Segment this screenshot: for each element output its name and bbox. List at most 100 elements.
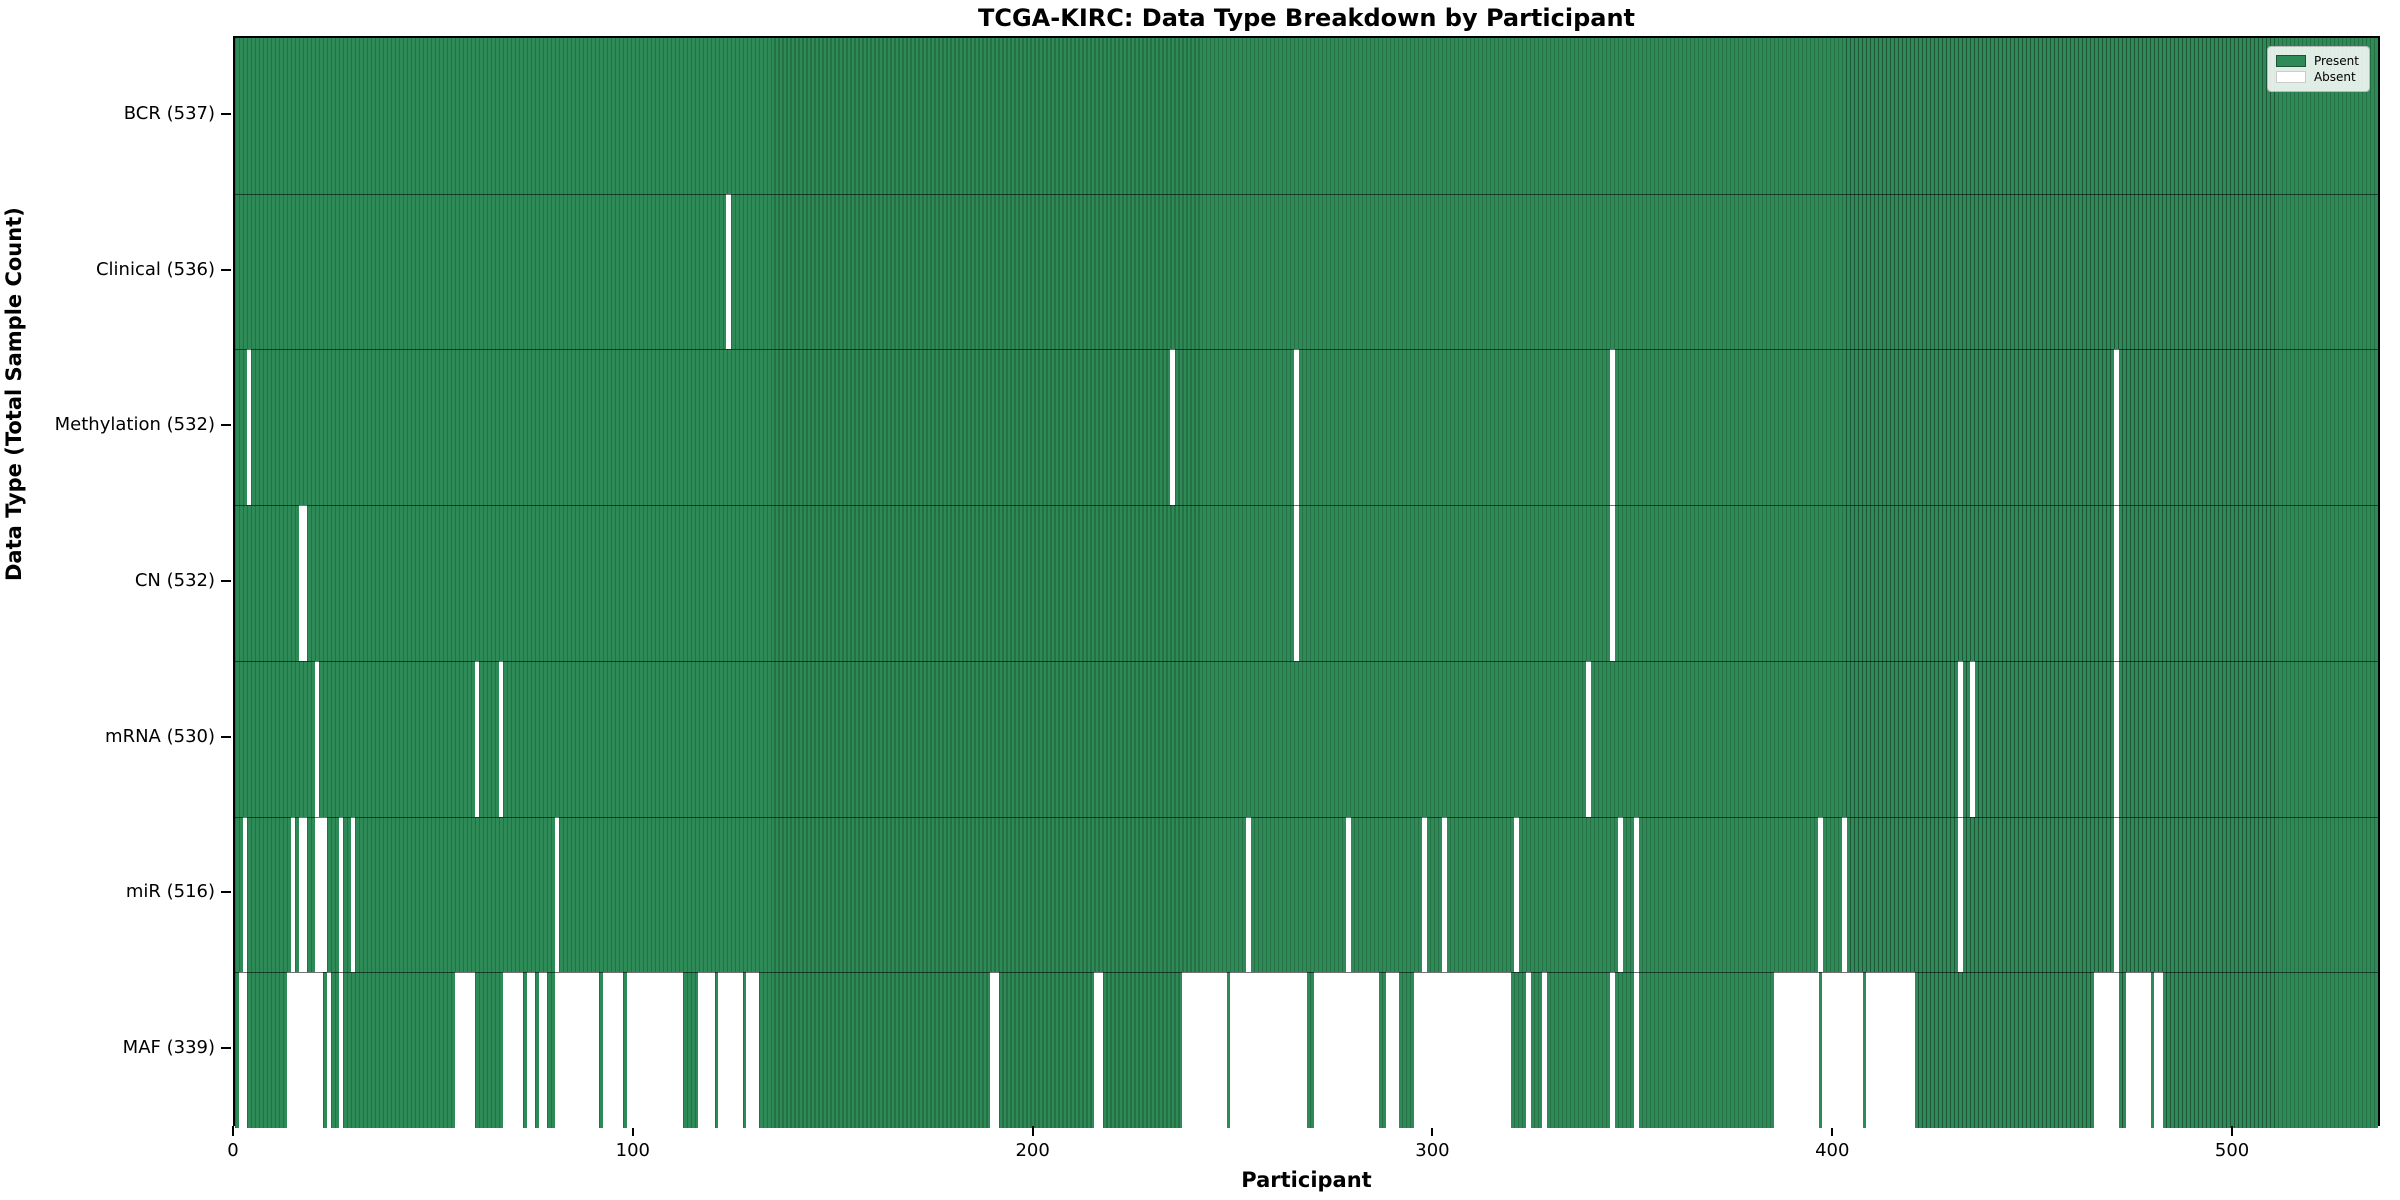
x-tick-200 [1031,1126,1034,1136]
absent-stripe-miR-297 [1422,816,1427,973]
row-separator [235,816,2378,818]
absent-stripe-MAF-270 [1314,972,1379,1128]
present-swatch [2275,55,2306,67]
x-tick-label-500: 500 [2214,1140,2250,1161]
row-MAF [235,972,2378,1128]
row-CN [235,505,2378,661]
absent-stripe-MAF-55 [454,972,476,1128]
absent-stripe-MAF-350 [1634,972,1639,1128]
absent-stripe-miR-396 [1817,816,1823,973]
absent-stripe-MAF-76 [538,972,548,1128]
absent-stripe-mRNA-434 [1969,660,1975,817]
absent-stripe-MAF-323 [1526,972,1531,1128]
x-tick-label-200: 200 [1015,1140,1050,1161]
y-tick-label-MAF: MAF (339) [122,1037,215,1059]
x-tick-label-300: 300 [1415,1140,1450,1161]
absent-stripe-MAF-23 [326,972,332,1128]
plot-area: Present Absent [233,36,2380,1128]
y-tick-BCR [221,112,231,115]
absent-stripe-MAF-189 [990,972,1000,1128]
y-tick-label-mRNA: mRNA (530) [105,725,215,747]
y-tick-Clinical [221,268,231,271]
row-BCR [235,38,2378,194]
row-separator [235,972,2378,974]
x-tick-label-100: 100 [615,1140,650,1161]
absent-stripe-miR-29 [350,816,356,973]
absent-stripe-Methylation-470 [2113,349,2119,506]
absent-stripe-miR-80 [554,816,560,973]
absent-stripe-MAF-397 [1821,972,1863,1128]
x-tick-500 [2231,1126,2234,1136]
absent-stripe-MAF-13 [286,972,324,1128]
x-tick-label-400: 400 [1815,1140,1850,1161]
absent-stripe-miR-20 [314,816,328,973]
absent-stripe-miR-26 [338,816,344,973]
absent-stripe-MAF-98 [626,972,684,1128]
absent-stripe-mRNA-338 [1586,660,1591,817]
y-tick-miR [221,891,231,894]
absent-stripe-MAF-121 [718,972,744,1128]
absent-stripe-MAF-92 [602,972,624,1128]
absent-stripe-MAF-344 [1610,972,1615,1128]
absent-stripe-Methylation-344 [1610,349,1615,506]
y-tick-CN [221,580,231,582]
absent-stripe-miR-278 [1346,816,1351,973]
absent-stripe-MAF-327 [1542,972,1547,1128]
chart-title: TCGA-KIRC: Data Type Breakdown by Partic… [978,4,1635,32]
y-tick-label-Clinical: Clinical (536) [95,258,215,280]
absent-swatch [2275,71,2306,83]
y-tick-label-BCR: BCR (537) [123,102,215,124]
row-Clinical [235,193,2378,350]
row-separator [235,349,2378,351]
row-separator [235,505,2378,507]
absent-stripe-mRNA-431 [1957,660,1963,817]
absent-stripe-MAF-480 [2153,972,2163,1128]
absent-stripe-mRNA-60 [474,660,480,817]
legend-present-label: Present [2313,54,2359,68]
legend: Present Absent [2266,46,2370,92]
absent-stripe-MAF-128 [746,972,760,1128]
absent-stripe-Clinical-123 [726,193,732,350]
row-miR [235,816,2378,973]
absent-stripe-miR-470 [2113,816,2119,973]
absent-stripe-MAF-473 [2125,972,2151,1128]
absent-stripe-MAF-1 [238,972,248,1128]
absent-stripe-MAF-73 [526,972,536,1128]
row-separator [235,193,2378,195]
y-tick-label-miR: miR (516) [125,881,215,903]
absent-stripe-MAF-249 [1230,972,1307,1128]
absent-stripe-MAF-80 [554,972,600,1128]
absent-stripe-mRNA-20 [314,660,320,817]
absent-stripe-miR-431 [1957,816,1963,973]
absent-stripe-CN-16 [298,505,308,661]
y-tick-MAF [221,1047,231,1050]
row-Methylation [235,349,2378,506]
row-separator [235,660,2378,662]
absent-stripe-miR-16 [298,816,308,973]
absent-stripe-MAF-295 [1414,972,1511,1128]
absent-stripe-CN-470 [2113,505,2119,661]
absent-stripe-miR-320 [1514,816,1519,973]
y-tick-mRNA [221,735,231,738]
absent-stripe-Methylation-265 [1294,349,1299,506]
absent-stripe-CN-265 [1294,505,1299,661]
absent-stripe-Methylation-234 [1170,349,1176,506]
absent-stripe-miR-346 [1618,816,1623,973]
absent-stripe-miR-302 [1442,816,1447,973]
absent-stripe-miR-350 [1634,816,1639,973]
x-tick-400 [1831,1126,1834,1136]
absent-stripe-miR-2 [242,816,248,973]
x-tick-100 [631,1126,634,1136]
absent-stripe-MAF-26 [338,972,344,1128]
absent-stripe-MAF-116 [698,972,716,1128]
legend-absent-label: Absent [2313,70,2356,84]
row-mRNA [235,660,2378,817]
absent-stripe-miR-253 [1246,816,1252,973]
x-tick-300 [1431,1126,1434,1136]
absent-stripe-mRNA-470 [2113,660,2119,817]
absent-stripe-MAF-465 [2093,972,2119,1128]
x-axis-label: Participant [1241,1168,1372,1192]
absent-stripe-miR-14 [290,816,296,973]
x-tick-label-0: 0 [227,1140,239,1161]
